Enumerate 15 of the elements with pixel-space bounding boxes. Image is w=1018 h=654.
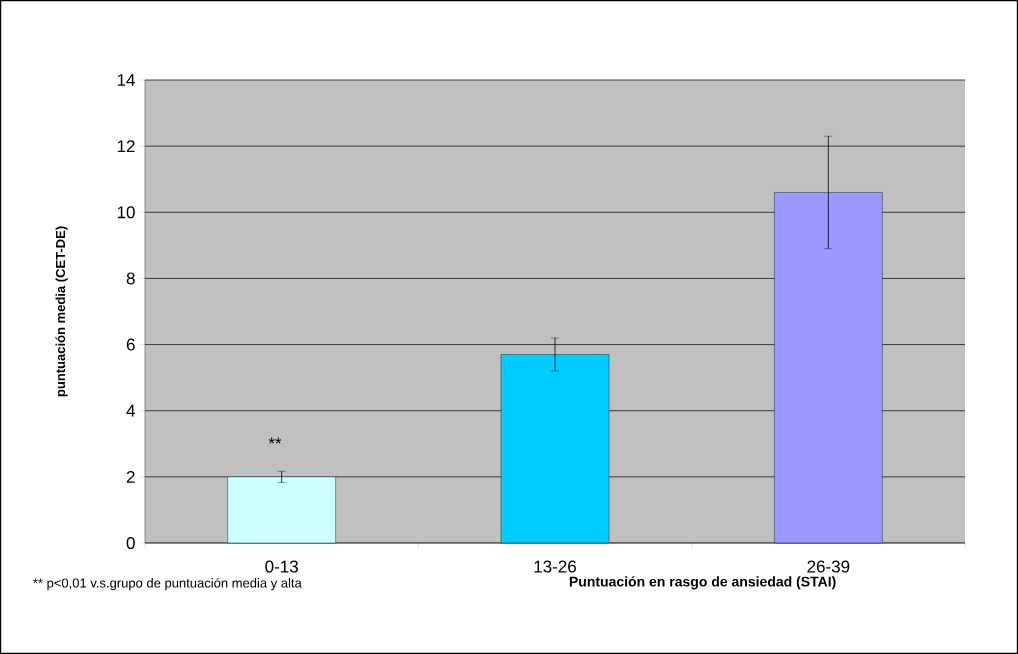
- y-tick-label: 8: [126, 272, 135, 285]
- y-tick-label: 4: [126, 404, 135, 417]
- y-tick-label: 6: [126, 338, 135, 351]
- x-tick-label: 26-39: [807, 560, 850, 573]
- annotation: **: [268, 437, 282, 444]
- x-tick-label: 13-26: [534, 560, 576, 573]
- text: ** p<0,01 v.s.grupo de puntuación media y alta: [33, 577, 302, 591]
- y-tick-label: 2: [126, 470, 135, 483]
- y-tick-label: 12: [117, 140, 135, 153]
- x-tick-label: 0-13: [265, 560, 298, 573]
- x-axis-title: Puntuación en rasgo de ansiedad (STAI): [569, 576, 836, 590]
- y-axis-title: puntuación media (CET-DE): [55, 226, 68, 397]
- y-tick-label: 0: [126, 536, 135, 550]
- y-tick-label: 10: [117, 206, 135, 219]
- y-tick-label: 14: [117, 74, 135, 86]
